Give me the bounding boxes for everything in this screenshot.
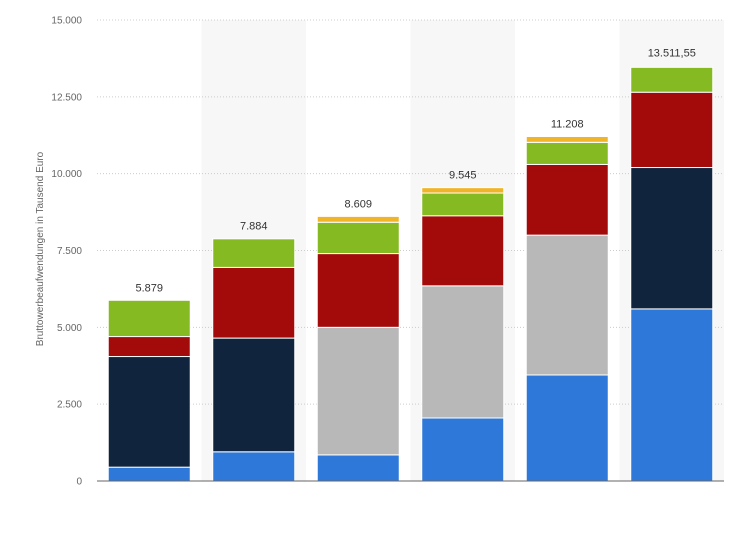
bar-5-series-4 (630, 66, 714, 93)
bar-4-series-3 (525, 163, 609, 236)
bar-1-series-1 (212, 337, 296, 453)
bar-2-series-2 (316, 326, 400, 456)
bar-4-series-4 (525, 141, 609, 165)
y-tick-label-6: 15.000 (51, 16, 82, 27)
total-label-3: 9.545 (449, 170, 477, 182)
y-tick-label-3: 7.500 (57, 246, 82, 257)
bar-1-series-0 (212, 451, 296, 482)
bar-3-series-3 (421, 215, 505, 287)
bar-3-series-0 (421, 417, 505, 482)
gridlines (97, 19, 724, 405)
bar-2-series-4 (316, 221, 400, 255)
y-tick-label-5: 12.500 (51, 92, 82, 103)
bar-1-series-4 (212, 238, 296, 268)
total-value-labels: 5.879 7.884 8.609 9.545 11.208 13.511,55 (135, 48, 695, 295)
y-axis-tick-labels: 0 2.500 5.000 7.500 10.000 12.500 15.000 (51, 16, 82, 488)
bar-1-series-3 (212, 266, 296, 339)
total-label-2: 8.609 (344, 198, 372, 210)
bar-3-series-5 (421, 187, 505, 194)
bar-4-series-0 (525, 374, 609, 482)
bar-0-series-4 (107, 299, 191, 338)
bar-0-series-1 (107, 356, 191, 468)
bar-0-series-0 (107, 466, 191, 482)
bar-5-series-0 (630, 308, 714, 482)
bar-0-series-3 (107, 336, 191, 358)
bar-2-series-3 (316, 253, 400, 328)
bar-4-series-5 (525, 135, 609, 143)
bar-5-series-1 (630, 167, 714, 310)
total-label-0: 5.879 (135, 282, 163, 294)
bar-4-series-2 (525, 234, 609, 376)
y-tick-label-2: 5.000 (57, 323, 82, 334)
bar-3-series-4 (421, 192, 505, 217)
y-tick-label-0: 0 (76, 477, 82, 488)
bar-2-series-0 (316, 454, 400, 482)
y-axis-label: Bruttowerbeaufwendungen in Tausend Euro (35, 151, 46, 346)
total-label-1: 7.884 (240, 221, 268, 233)
y-tick-label-1: 2.500 (57, 400, 82, 411)
bar-2-series-5 (316, 215, 400, 223)
bar-5-series-3 (630, 91, 714, 169)
bar-segments (107, 66, 714, 482)
total-label-4: 11.208 (551, 119, 584, 131)
bar-3-series-2 (421, 285, 505, 419)
y-tick-label-4: 10.000 (51, 169, 82, 180)
total-label-5: 13.511,55 (648, 48, 696, 60)
